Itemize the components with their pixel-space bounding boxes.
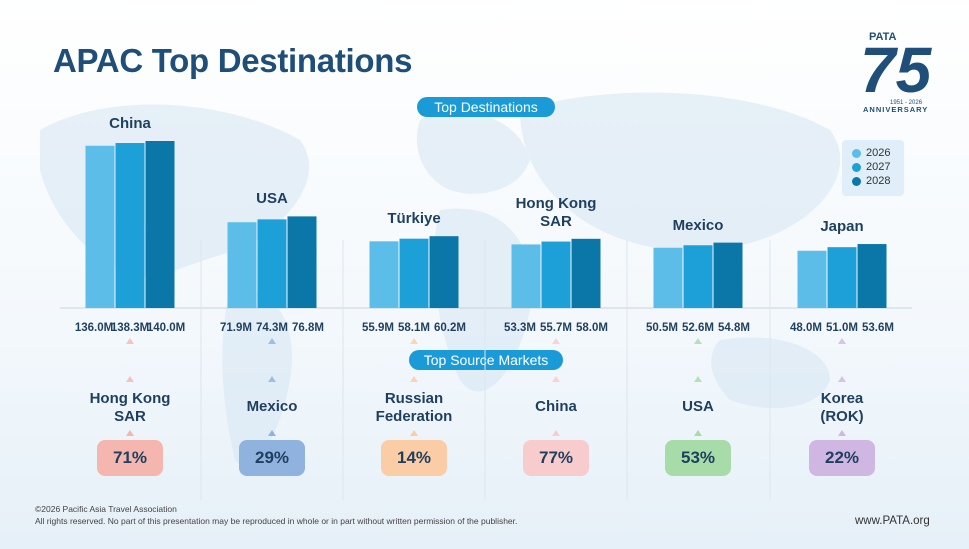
legend-swatch bbox=[852, 162, 861, 172]
page-title: APAC Top Destinations bbox=[53, 42, 413, 79]
source-market-share-badge: 53% bbox=[665, 440, 731, 476]
bar-value-label: 136.0M bbox=[75, 322, 113, 334]
chevron-up-icon bbox=[838, 376, 846, 382]
destination-name: Mexico bbox=[672, 216, 724, 234]
bar-value-label: 55.9M bbox=[362, 322, 394, 334]
bar-2026 bbox=[511, 244, 541, 308]
chevron-up-icon bbox=[552, 376, 560, 382]
bar-value-label: 71.9M bbox=[220, 322, 252, 334]
bar-2026 bbox=[653, 247, 683, 308]
chevron-up-icon bbox=[838, 430, 846, 436]
footer-copyright: ©2026 Pacific Asia Travel Association Al… bbox=[35, 503, 517, 527]
chart-legend: 2026 2027 2028 bbox=[842, 140, 904, 196]
bar-value-label: 58.1M bbox=[398, 322, 430, 334]
source-market-share-badge: 22% bbox=[809, 440, 875, 476]
bar-2026 bbox=[797, 250, 827, 308]
legend-item: 2028 bbox=[852, 174, 904, 188]
chevron-up-icon bbox=[694, 376, 702, 382]
bar-2028 bbox=[713, 242, 743, 308]
copyright-text: ©2026 Pacific Asia Travel Association bbox=[35, 504, 177, 514]
source-market-name: China bbox=[535, 398, 577, 415]
destination-name: Japan bbox=[820, 218, 864, 236]
bar-2027 bbox=[257, 219, 287, 308]
top-destinations-label: Top Destinations bbox=[417, 97, 555, 117]
destination-name: Hong Kong SAR bbox=[515, 194, 597, 230]
bar-2027 bbox=[399, 238, 429, 308]
pata-75-anniversary-logo: PATA 75 1951 - 2026 ANNIVERSARY bbox=[860, 31, 933, 114]
bar-2028 bbox=[429, 236, 459, 308]
source-market-share-badge: 14% bbox=[381, 440, 447, 476]
chevron-up-icon bbox=[552, 338, 560, 344]
bar-2027 bbox=[541, 241, 571, 308]
chevron-up-icon bbox=[126, 430, 134, 436]
bar-2026 bbox=[227, 222, 257, 308]
bar-value-label: 138.3M bbox=[111, 322, 149, 334]
destination-name: China bbox=[109, 115, 151, 132]
chevron-up-icon bbox=[126, 376, 134, 382]
bar-2028 bbox=[145, 141, 175, 308]
bar-2028 bbox=[857, 244, 887, 308]
source-market-name: USA bbox=[682, 398, 714, 415]
bar-value-label: 76.8M bbox=[292, 322, 324, 334]
chevron-up-icon bbox=[410, 430, 418, 436]
chevron-up-icon bbox=[410, 338, 418, 344]
legend-label: 2028 bbox=[866, 175, 891, 187]
bar-value-label: 74.3M bbox=[256, 322, 288, 334]
logo-years-text: 1951 - 2026 bbox=[890, 100, 923, 106]
bar-value-label: 55.7M bbox=[540, 322, 572, 334]
bar-2027 bbox=[827, 247, 857, 308]
source-market-name: Hong Kong SAR bbox=[89, 390, 171, 425]
bar-value-label: 60.2M bbox=[434, 322, 466, 334]
chevron-up-icon bbox=[552, 430, 560, 436]
source-market-name: Mexico bbox=[246, 398, 298, 415]
chevron-up-icon bbox=[694, 430, 702, 436]
source-market-name: Russian Federation bbox=[375, 390, 453, 425]
logo-brand-text: PATA bbox=[869, 31, 897, 43]
chevron-up-icon bbox=[838, 338, 846, 344]
legend-label: 2027 bbox=[866, 161, 891, 173]
legend-item: 2027 bbox=[852, 160, 904, 174]
source-market-share-badge: 71% bbox=[97, 440, 163, 476]
top-source-markets-label: Top Source Markets bbox=[409, 350, 563, 370]
chevron-up-icon bbox=[268, 338, 276, 344]
destination-name: USA bbox=[256, 190, 288, 208]
bar-value-label: 50.5M bbox=[646, 322, 678, 334]
chevron-up-icon bbox=[410, 376, 418, 382]
bar-value-label: 140.0M bbox=[147, 322, 185, 334]
bar-2026 bbox=[85, 145, 115, 308]
bar-value-label: 48.0M bbox=[790, 322, 822, 334]
legend-swatch bbox=[852, 148, 861, 158]
bar-2028 bbox=[571, 238, 601, 308]
source-market-share-badge: 77% bbox=[523, 440, 589, 476]
legend-item: 2026 bbox=[852, 146, 904, 160]
bar-2026 bbox=[369, 241, 399, 308]
bar-value-label: 53.3M bbox=[504, 322, 536, 334]
legend-swatch bbox=[852, 176, 861, 186]
bar-2028 bbox=[287, 216, 317, 308]
bar-value-label: 51.0M bbox=[826, 322, 858, 334]
chevron-up-icon bbox=[694, 338, 702, 344]
bar-value-label: 58.0M bbox=[576, 322, 608, 334]
logo-number-text: 75 bbox=[860, 34, 933, 106]
website-url: www.PATA.org bbox=[855, 515, 930, 527]
legend-label: 2026 bbox=[866, 147, 891, 159]
bar-value-label: 53.6M bbox=[862, 322, 894, 334]
chevron-up-icon bbox=[126, 338, 134, 344]
bar-value-label: 52.6M bbox=[682, 322, 714, 334]
chevron-up-icon bbox=[268, 376, 276, 382]
source-market-share-badge: 29% bbox=[239, 440, 305, 476]
chevron-up-icon bbox=[268, 430, 276, 436]
bar-2027 bbox=[683, 245, 713, 308]
bar-2027 bbox=[115, 143, 145, 308]
destination-name: Türkiye bbox=[387, 210, 441, 228]
logo-anniversary-text: ANNIVERSARY bbox=[863, 105, 928, 114]
source-market-name: Korea (ROK) bbox=[820, 390, 864, 425]
rights-text: All rights reserved. No part of this pre… bbox=[35, 516, 518, 526]
bar-value-label: 54.8M bbox=[718, 322, 750, 334]
